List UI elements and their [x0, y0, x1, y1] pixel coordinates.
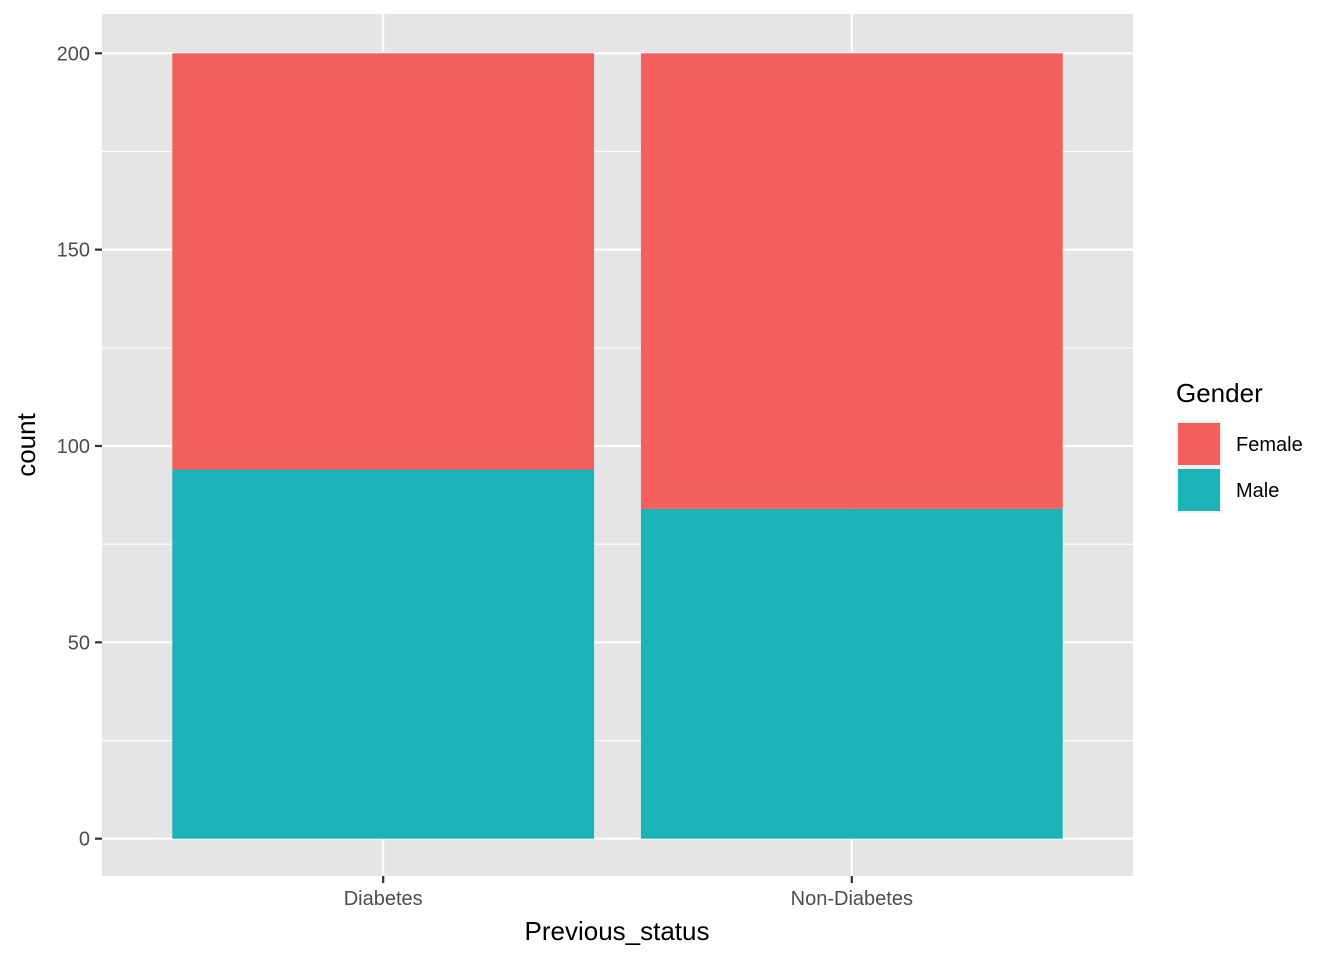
axes: 0 50 100 150 200 Diabetes Non-Diabetes: [57, 43, 913, 910]
legend-title: Gender: [1176, 378, 1263, 408]
bar-female-non-diabetes: [640, 53, 1063, 509]
y-tick-label: 0: [79, 829, 90, 851]
y-tick-label: 50: [68, 632, 90, 654]
y-tick-label: 100: [57, 436, 90, 458]
legend-swatch-male: [1178, 469, 1220, 511]
x-tick-label: Non-Diabetes: [791, 888, 913, 910]
legend-label-female: Female: [1236, 434, 1303, 456]
x-axis-title: Previous_status: [525, 916, 710, 946]
bar-male-diabetes: [172, 469, 595, 839]
bars: [172, 53, 1063, 839]
bar-male-non-diabetes: [640, 508, 1063, 839]
legend-swatch-female: [1178, 423, 1220, 465]
y-tick-label: 150: [57, 240, 90, 262]
legend-label-male: Male: [1236, 480, 1279, 502]
y-tick-label: 200: [57, 43, 90, 65]
bar-female-diabetes: [172, 53, 595, 470]
x-tick-label: Diabetes: [344, 888, 423, 910]
y-axis-title: count: [11, 412, 41, 476]
legend: Gender Female Male: [1176, 378, 1303, 513]
